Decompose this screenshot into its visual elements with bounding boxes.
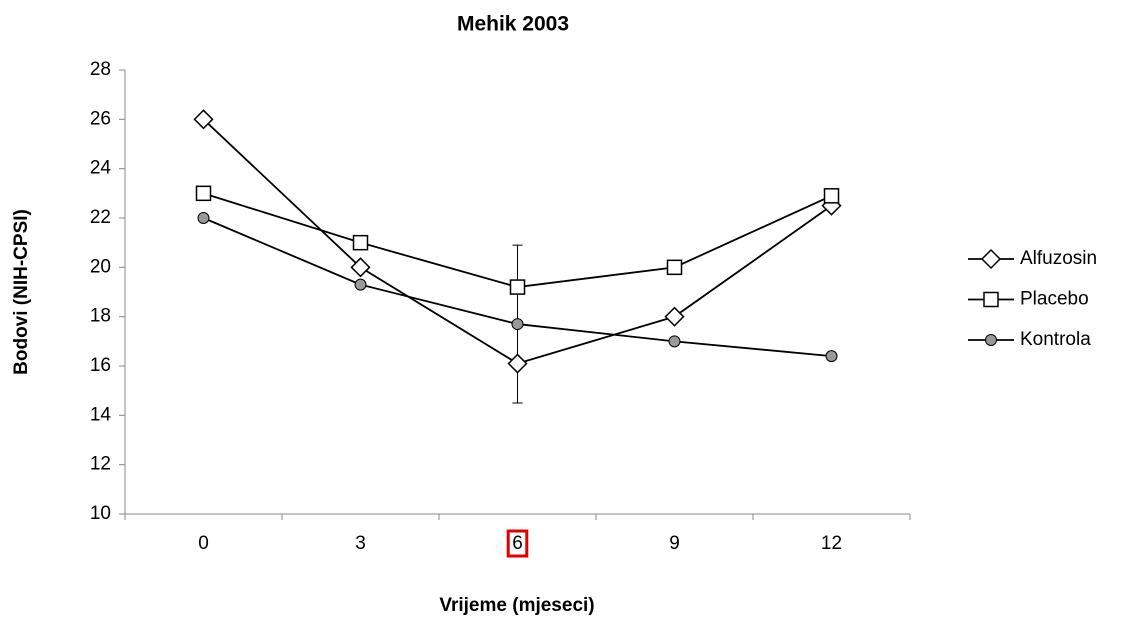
y-tick-label: 20: [90, 256, 111, 277]
y-tick-label: 16: [90, 355, 111, 376]
legend-label: Placebo: [1020, 289, 1089, 310]
y-tick-label: 26: [90, 108, 111, 129]
data-point: [509, 279, 526, 295]
data-point: [823, 188, 840, 204]
legend-label: Alfuzosin: [1020, 248, 1097, 269]
data-point: [825, 350, 838, 363]
x-tick-label: 12: [821, 533, 842, 554]
y-tick-label: 12: [90, 454, 111, 475]
data-point: [507, 353, 528, 374]
data-point: [352, 234, 369, 251]
data-point: [195, 185, 212, 202]
data-point: [354, 278, 367, 291]
x-tick-label: 3: [355, 533, 366, 554]
y-tick-label: 18: [90, 306, 111, 327]
highlight-box: [506, 529, 529, 558]
y-tick-label: 22: [90, 207, 111, 228]
data-point: [666, 259, 683, 276]
x-axis-label: Vrijeme (mjeseci): [439, 595, 594, 616]
legend-marker: [983, 291, 999, 308]
y-tick-label: 24: [90, 158, 112, 179]
legend-marker: [980, 248, 1002, 270]
x-tick-label: 6: [512, 533, 523, 554]
x-tick-label: 9: [669, 533, 680, 554]
y-tick-label: 14: [90, 404, 112, 425]
chart-title: Mehik 2003: [457, 13, 569, 36]
data-point: [350, 257, 371, 278]
data-point: [668, 335, 681, 348]
legend-label: Kontrola: [1020, 329, 1091, 350]
y-tick-label: 10: [90, 503, 111, 524]
legend-marker: [985, 334, 997, 346]
x-tick-label: 0: [198, 533, 209, 554]
data-point: [197, 212, 210, 224]
data-point: [193, 109, 214, 130]
data-point: [664, 306, 685, 327]
y-tick-label: 28: [90, 59, 111, 80]
y-axis-label: Bodovi (NIH-CPSI): [11, 209, 32, 375]
data-point: [511, 318, 524, 331]
